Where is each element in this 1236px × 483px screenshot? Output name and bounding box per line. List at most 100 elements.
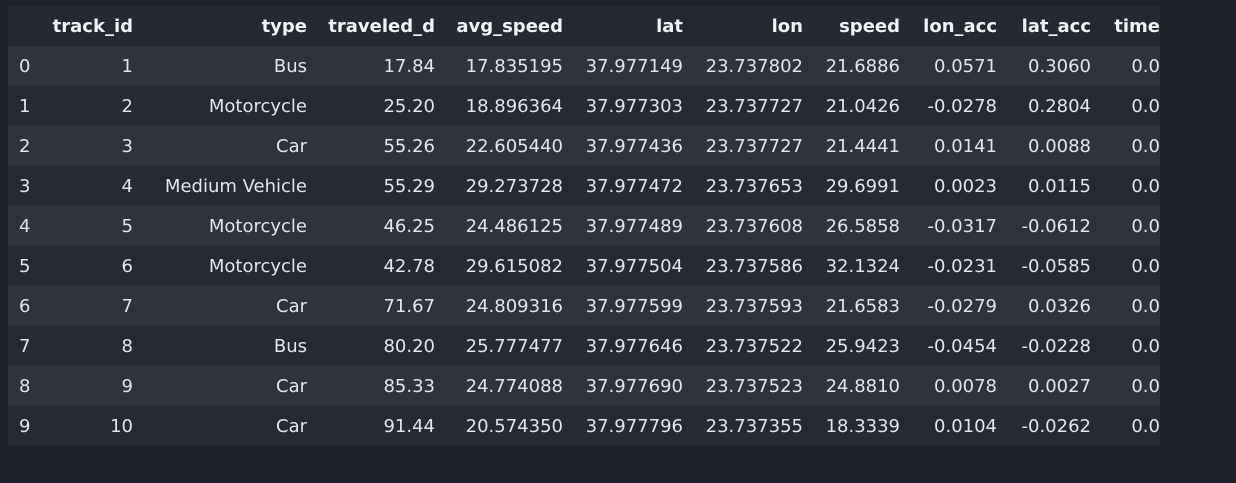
cell-speed: 24.8810 <box>825 375 900 397</box>
cell-track-id: 6 <box>121 255 133 277</box>
row-index: 3 <box>19 175 31 197</box>
cell-speed: 29.6991 <box>825 175 900 197</box>
cell-speed: 21.6886 <box>825 55 900 77</box>
column-header-speed: speed <box>803 6 900 46</box>
cell-type: Motorcycle <box>208 215 307 237</box>
table-row: 4 5 Motorcycle 46.25 24.486125 37.977489 23.73… <box>8 206 1160 246</box>
cell-avg-speed: 18.896364 <box>465 95 563 117</box>
row-index: 8 <box>19 375 31 397</box>
cell-lon-acc: 0.0078 <box>934 375 997 397</box>
cell-lat-acc: 0.0027 <box>1028 375 1091 397</box>
row-index: 0 <box>19 55 31 77</box>
cell-avg-speed: 17.835195 <box>465 55 563 77</box>
cell-lon: 23.737802 <box>705 55 803 77</box>
cell-speed: 26.5858 <box>825 215 900 237</box>
table-row: 5 6 Motorcycle 42.78 29.615082 37.977504 23.73… <box>8 246 1160 286</box>
cell-avg-speed: 24.486125 <box>465 215 563 237</box>
cell-traveled-d: 17.84 <box>383 55 435 77</box>
cell-lon-acc: -0.0231 <box>927 255 997 277</box>
cell-lat-acc: 0.0088 <box>1028 135 1091 157</box>
cell-type: Motorcycle <box>208 255 307 277</box>
cell-traveled-d: 85.33 <box>383 375 435 397</box>
cell-type: Car <box>276 135 307 157</box>
cell-avg-speed: 24.774088 <box>465 375 563 397</box>
cell-lat-acc: 0.2804 <box>1028 95 1091 117</box>
cell-type: Bus <box>273 335 307 357</box>
dataframe-table: track_id type traveled_d avg_speed lat l… <box>8 6 1160 446</box>
cell-traveled-d: 71.67 <box>383 295 435 317</box>
table-body: 0 1 Bus 17.84 17.835195 37.977149 23.737802 21.… <box>8 46 1160 446</box>
cell-lon-acc: -0.0278 <box>927 95 997 117</box>
column-header-avg-speed: avg_speed <box>435 6 563 46</box>
cell-time: 0.0 <box>1131 335 1160 357</box>
cell-lon: 23.737653 <box>705 175 803 197</box>
table-header: track_id type traveled_d avg_speed lat l… <box>8 6 1160 46</box>
cell-time: 0.0 <box>1131 375 1160 397</box>
cell-lon-acc: -0.0317 <box>927 215 997 237</box>
cell-lon: 23.737586 <box>705 255 803 277</box>
column-header-lat-acc: lat_acc <box>997 6 1091 46</box>
cell-track-id: 2 <box>121 95 133 117</box>
column-header-type: type <box>133 6 307 46</box>
cell-avg-speed: 25.777477 <box>465 335 563 357</box>
cell-track-id: 4 <box>121 175 133 197</box>
row-index: 4 <box>19 215 31 237</box>
cell-time: 0.0 <box>1131 95 1160 117</box>
cell-track-id: 7 <box>121 295 133 317</box>
cell-avg-speed: 20.574350 <box>465 415 563 437</box>
column-header-time: time <box>1091 6 1160 46</box>
cell-lat-acc: -0.0262 <box>1021 415 1091 437</box>
cell-lon-acc: -0.0279 <box>927 295 997 317</box>
row-index: 6 <box>19 295 31 317</box>
cell-traveled-d: 55.26 <box>383 135 435 157</box>
cell-track-id: 9 <box>121 375 133 397</box>
table-row: 3 4 Medium Vehicle 55.29 29.273728 37.977472 2… <box>8 166 1160 206</box>
cell-traveled-d: 42.78 <box>383 255 435 277</box>
column-header-lat: lat <box>563 6 683 46</box>
cell-speed: 18.3339 <box>825 415 900 437</box>
table-row: 8 9 Car 85.33 24.774088 37.977690 23.737523 24.… <box>8 366 1160 406</box>
cell-track-id: 10 <box>110 415 133 437</box>
cell-speed: 32.1324 <box>825 255 900 277</box>
cell-lat: 37.977504 <box>585 255 683 277</box>
table-row: 2 3 Car 55.26 22.605440 37.977436 23.737727 21.… <box>8 126 1160 166</box>
cell-lon: 23.737523 <box>705 375 803 397</box>
index-header <box>8 6 44 46</box>
cell-type: Car <box>276 415 307 437</box>
cell-avg-speed: 24.809316 <box>465 295 563 317</box>
cell-time: 0.0 <box>1131 175 1160 197</box>
cell-speed: 21.4441 <box>825 135 900 157</box>
cell-lon: 23.737608 <box>705 215 803 237</box>
table-row: 6 7 Car 71.67 24.809316 37.977599 23.737593 21.… <box>8 286 1160 326</box>
row-index: 5 <box>19 255 31 277</box>
cell-type: Motorcycle <box>208 95 307 117</box>
cell-lon: 23.737522 <box>705 335 803 357</box>
row-index: 9 <box>19 415 31 437</box>
cell-lat: 37.977489 <box>585 215 683 237</box>
cell-type: Bus <box>273 55 307 77</box>
cell-lon: 23.737727 <box>705 95 803 117</box>
cell-lat-acc: -0.0612 <box>1021 215 1091 237</box>
cell-time: 0.0 <box>1131 295 1160 317</box>
cell-lat: 37.977796 <box>585 415 683 437</box>
cell-traveled-d: 91.44 <box>383 415 435 437</box>
cell-lat-acc: -0.0585 <box>1021 255 1091 277</box>
cell-lon: 23.737593 <box>705 295 803 317</box>
cell-avg-speed: 22.605440 <box>465 135 563 157</box>
cell-lon: 23.737355 <box>705 415 803 437</box>
cell-lon-acc: 0.0141 <box>934 135 997 157</box>
cell-speed: 21.6583 <box>825 295 900 317</box>
cell-lat: 37.977599 <box>585 295 683 317</box>
table-row: 7 8 Bus 80.20 25.777477 37.977646 23.737522 25.… <box>8 326 1160 366</box>
cell-lat: 37.977472 <box>585 175 683 197</box>
cell-lat-acc: 0.0326 <box>1028 295 1091 317</box>
cell-type: Car <box>276 295 307 317</box>
cell-track-id: 3 <box>121 135 133 157</box>
cell-traveled-d: 80.20 <box>383 335 435 357</box>
cell-lat-acc: 0.0115 <box>1028 175 1091 197</box>
cell-time: 0.0 <box>1131 215 1160 237</box>
cell-lon-acc: 0.0104 <box>934 415 997 437</box>
row-index: 7 <box>19 335 31 357</box>
row-index: 2 <box>19 135 31 157</box>
